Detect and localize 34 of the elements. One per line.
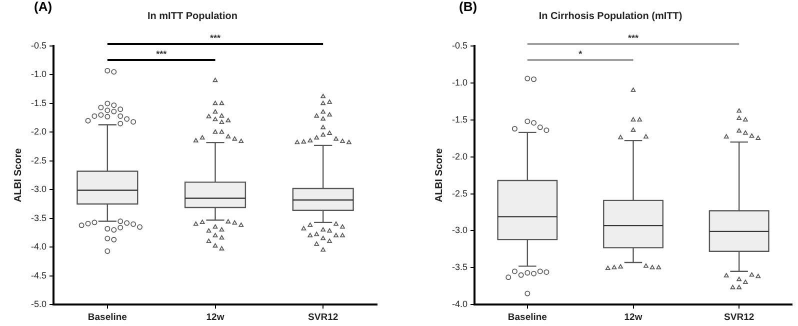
x-tick-label: SVR12 [308,312,338,323]
chart-title: In mITT Population [148,10,238,22]
y-tick-label: -0.5 [30,40,47,50]
x-tick-label: SVR12 [724,312,754,323]
y-tick-label: -3.5 [452,262,468,272]
annotation: *** [156,48,168,59]
y-tick-label: -3.5 [30,212,47,223]
y-tick-label: -2.0 [30,126,47,137]
y-tick-label: -1.5 [30,98,47,108]
x-tick-label: Baseline [88,312,127,323]
y-tick-label: -1.0 [30,69,47,80]
y-tick-label: -0.5 [452,40,468,50]
y-tick-label: -1.0 [452,77,468,88]
text: *** [628,32,639,43]
text: (B) [459,0,478,14]
y-tick-label: -5.0 [30,299,47,310]
y-tick-label: -4.5 [30,270,47,280]
y-tick-label: -3.0 [30,184,47,194]
text: (A) [34,0,52,14]
x-tick-label: 12w [206,312,225,323]
x-tick-label: Baseline [508,312,547,323]
y-tick-label: -3.0 [452,225,468,236]
chart-title: In Cirrhosis Population (mITT) [538,10,682,22]
y-axis-title: ALBI Score [434,148,445,202]
y-tick-label: -2.5 [30,155,47,166]
y-tick-label: -2.0 [452,151,468,162]
y-tick-label: -4.0 [452,299,468,310]
y-axis-title: ALBI Score [12,148,24,202]
y-tick-label: -4.0 [30,242,47,252]
text: *** [210,32,221,43]
y-tick-label: -2.5 [452,188,468,198]
y-tick-label: -1.5 [452,114,468,124]
x-tick-label: 12w [624,312,643,323]
annotation: * [578,48,583,59]
